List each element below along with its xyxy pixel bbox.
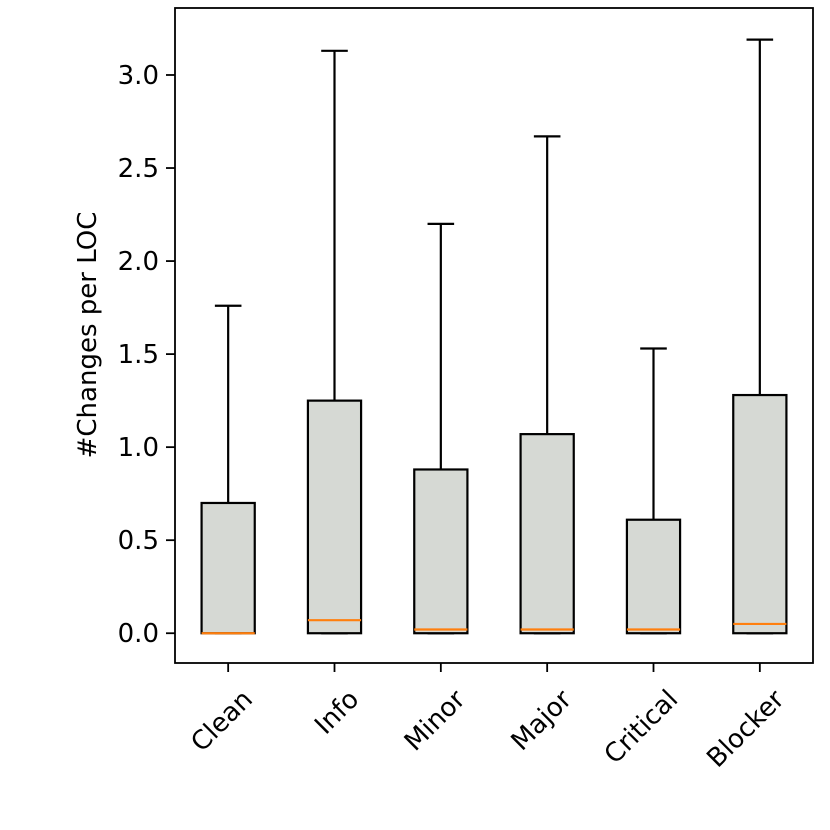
box-body-major bbox=[519, 433, 575, 635]
box-body-clean bbox=[200, 501, 256, 635]
box-clean bbox=[200, 304, 256, 635]
box-major bbox=[519, 135, 575, 635]
box-info bbox=[306, 49, 363, 635]
y-tick-label-6: 3.0 bbox=[118, 61, 159, 91]
y-tick-label-0: 0.0 bbox=[118, 619, 159, 649]
plot-frame bbox=[174, 7, 814, 664]
box-body-info bbox=[306, 399, 363, 635]
box-blocker bbox=[732, 38, 788, 635]
y-tick-label-1: 0.5 bbox=[118, 526, 159, 556]
x-tick-label-clean: Clean bbox=[186, 685, 259, 758]
y-tick-label-3: 1.5 bbox=[118, 340, 159, 370]
x-tick-label-major: Major bbox=[506, 684, 578, 756]
box-body-blocker bbox=[732, 393, 788, 635]
x-tick-label-info: Info bbox=[309, 685, 365, 741]
y-tick-label-4: 2.0 bbox=[118, 247, 159, 277]
box-minor bbox=[413, 222, 469, 635]
y-tick-label-2: 1.0 bbox=[118, 433, 159, 463]
axes: 0.0 0.5 1.0 1.5 2.0 2.5 3.0 Clean Info Minor Major… bbox=[118, 7, 814, 774]
x-tick-label-critical: Critical bbox=[599, 685, 685, 771]
box-critical bbox=[625, 347, 682, 635]
x-tick-label-minor: Minor bbox=[399, 684, 472, 757]
x-tick-label-blocker: Blocker bbox=[701, 684, 790, 773]
box-body-critical bbox=[625, 518, 682, 635]
y-axis-label: #Changes per LOC bbox=[73, 212, 103, 459]
plot-marks bbox=[200, 38, 788, 635]
box-body-minor bbox=[413, 468, 469, 635]
y-tick-label-5: 2.5 bbox=[118, 154, 159, 184]
